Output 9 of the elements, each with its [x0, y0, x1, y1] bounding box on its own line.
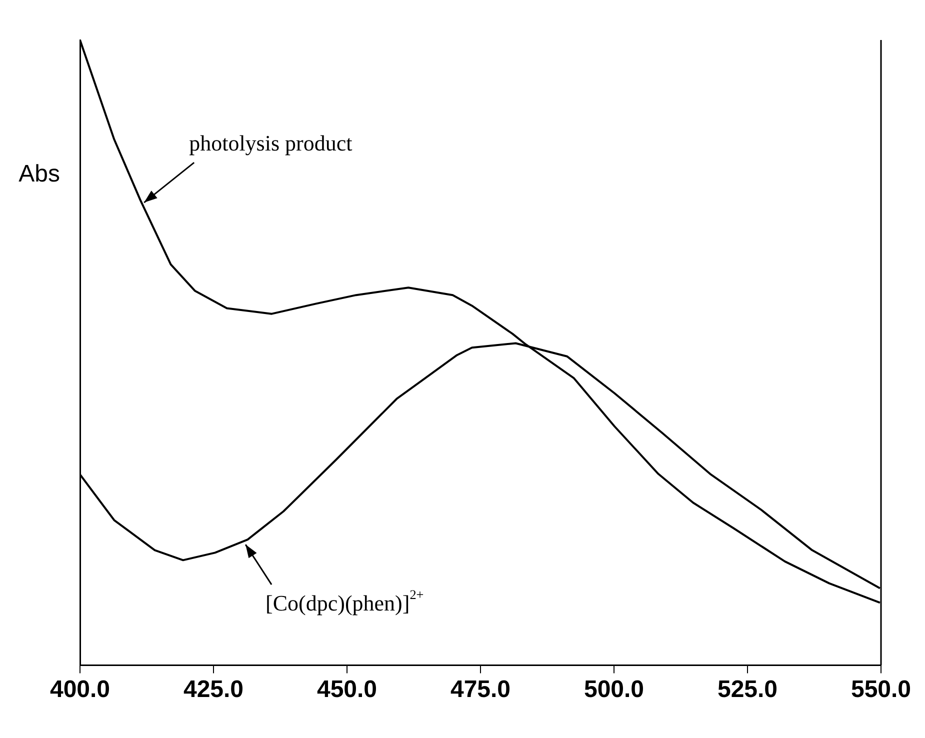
annotation: photolysis product — [189, 130, 352, 156]
x-tick-label: 500.0 — [584, 676, 644, 704]
x-tick-label: 475.0 — [450, 676, 511, 704]
x-tick-label: 400.0 — [50, 676, 110, 704]
x-tick-label: 450.0 — [316, 676, 378, 704]
y-axis-title: Abs — [18, 160, 60, 188]
x-tick-label: 525.0 — [717, 676, 778, 704]
x-tick-label: 425.0 — [183, 676, 244, 704]
x-tick-label: 550.0 — [850, 676, 912, 704]
